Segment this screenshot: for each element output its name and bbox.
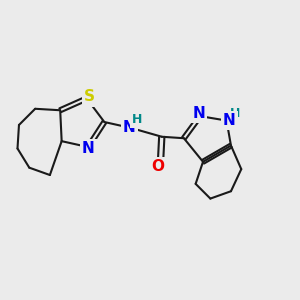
- Text: N: N: [82, 141, 94, 156]
- Text: O: O: [151, 159, 164, 174]
- Text: H: H: [132, 112, 142, 126]
- Text: N: N: [223, 113, 236, 128]
- Text: N: N: [123, 120, 136, 135]
- Text: S: S: [84, 89, 95, 104]
- Text: H: H: [230, 107, 241, 120]
- Text: N: N: [192, 106, 205, 121]
